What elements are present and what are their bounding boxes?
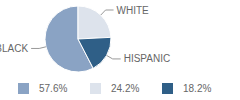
- html-text:57.6%: 57.6%: [39, 82, 68, 94]
- html-text:24.2%: 24.2%: [111, 82, 140, 94]
- html-text:18.2%: 18.2%: [183, 82, 212, 94]
- svg-text:HISPANIC: HISPANIC: [124, 53, 171, 64]
- svg-text:WHITE: WHITE: [117, 5, 150, 16]
- svg-text:BLACK: BLACK: [8, 43, 28, 54]
